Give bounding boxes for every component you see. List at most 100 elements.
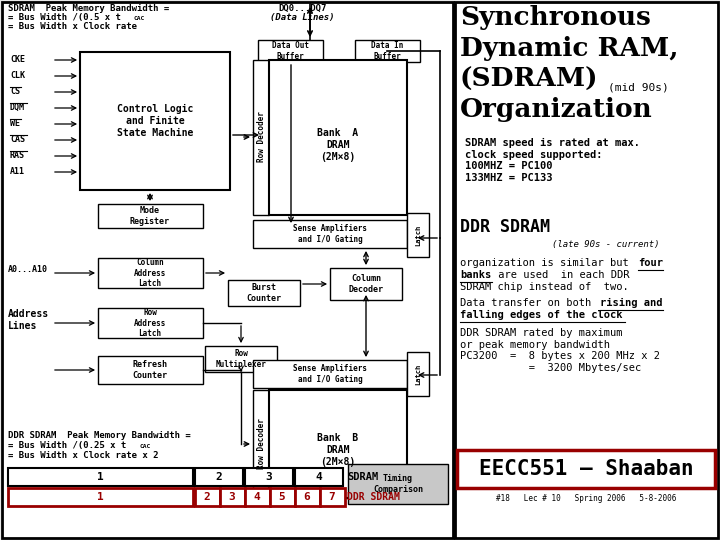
Bar: [269, 390, 407, 498]
Bar: [220, 488, 245, 506]
Text: 2: 2: [204, 492, 210, 502]
Text: CAC: CAC: [134, 16, 145, 21]
Text: 2: 2: [215, 472, 222, 482]
Text: Row Decoder: Row Decoder: [256, 112, 266, 163]
Text: 1: 1: [96, 472, 104, 482]
Text: = Bus Width x Clock rate: = Bus Width x Clock rate: [8, 22, 137, 31]
Bar: [455, 2, 718, 538]
Text: Data transfer on both: Data transfer on both: [460, 298, 598, 308]
Bar: [98, 308, 203, 338]
Text: DDR SDRAM rated by maximum
or peak memory bandwidth
PC3200  =  8 bytes x 200 MHz: DDR SDRAM rated by maximum or peak memor…: [460, 328, 660, 373]
Text: Column
Decoder: Column Decoder: [348, 274, 384, 294]
Text: Organization: Organization: [460, 97, 653, 122]
Bar: [457, 450, 715, 488]
Bar: [205, 346, 277, 372]
Bar: [2, 2, 453, 538]
Text: Latch: Latch: [415, 225, 421, 246]
Bar: [295, 488, 320, 506]
Text: SDRAM speed is rated at max.
clock speed supported:
100MHZ = PC100
133MHZ = PC13: SDRAM speed is rated at max. clock speed…: [465, 138, 640, 183]
Text: Column
Address
Latch: Column Address Latch: [134, 258, 166, 288]
Bar: [253, 220, 407, 248]
Text: Dynamic RAM,: Dynamic RAM,: [460, 36, 678, 61]
Text: 6: 6: [304, 492, 310, 502]
Bar: [270, 488, 295, 506]
Bar: [253, 60, 269, 215]
Bar: [295, 468, 343, 486]
Text: A11: A11: [10, 166, 25, 176]
Bar: [320, 488, 345, 506]
Bar: [228, 280, 300, 306]
Text: Mode
Register: Mode Register: [130, 206, 170, 226]
Text: CLK: CLK: [10, 71, 25, 79]
Bar: [253, 390, 269, 498]
Bar: [407, 352, 429, 396]
Bar: [8, 468, 193, 486]
Text: 1: 1: [96, 492, 104, 502]
Bar: [253, 360, 407, 388]
Text: Sense Amplifiers
and I/O Gating: Sense Amplifiers and I/O Gating: [293, 224, 367, 244]
Bar: [330, 268, 402, 300]
Bar: [245, 488, 270, 506]
Text: Timing
Comparison: Timing Comparison: [373, 474, 423, 494]
Bar: [98, 356, 203, 384]
Text: Row
Address
Latch: Row Address Latch: [134, 308, 166, 338]
Text: = Bus Width x Clock rate x 2: = Bus Width x Clock rate x 2: [8, 451, 158, 460]
Text: CAS: CAS: [10, 134, 25, 144]
Bar: [348, 464, 448, 504]
Text: (late 90s - current): (late 90s - current): [552, 240, 660, 249]
Bar: [258, 40, 323, 62]
Text: SDRAM: SDRAM: [347, 472, 378, 482]
Text: #18   Lec # 10   Spring 2006   5-8-2006: #18 Lec # 10 Spring 2006 5-8-2006: [496, 494, 676, 503]
Text: banks: banks: [460, 270, 491, 280]
Bar: [195, 488, 220, 506]
Text: 4: 4: [253, 492, 261, 502]
Text: are used  in each DDR: are used in each DDR: [492, 270, 629, 280]
Text: (mid 90s): (mid 90s): [608, 82, 669, 92]
Text: EECC551 – Shaaban: EECC551 – Shaaban: [479, 459, 693, 479]
Text: Address
Lines: Address Lines: [8, 309, 49, 331]
Text: (Data Lines): (Data Lines): [270, 13, 335, 22]
Bar: [195, 468, 243, 486]
Text: SDRAM chip instead of  two.: SDRAM chip instead of two.: [460, 282, 629, 292]
Text: SDRAM  Peak Memory Bandwidth =: SDRAM Peak Memory Bandwidth =: [8, 4, 169, 13]
Text: Data Out
Buffer: Data Out Buffer: [271, 41, 308, 60]
Text: Burst
Counter: Burst Counter: [246, 284, 282, 303]
Text: 3: 3: [229, 492, 235, 502]
Text: falling edges of the clock: falling edges of the clock: [460, 310, 623, 320]
Text: Refresh
Counter: Refresh Counter: [132, 360, 168, 380]
Text: Synchronous: Synchronous: [460, 5, 651, 30]
Bar: [98, 258, 203, 288]
Text: WE: WE: [10, 118, 20, 127]
Text: organization is similar but: organization is similar but: [460, 258, 635, 268]
Text: Bank  B
DRAM
(2M×8): Bank B DRAM (2M×8): [318, 434, 359, 467]
Text: rising and: rising and: [600, 298, 662, 308]
Bar: [407, 213, 429, 257]
Bar: [80, 52, 230, 190]
Text: DDR SDRAM: DDR SDRAM: [460, 218, 550, 236]
Text: CKE: CKE: [10, 55, 25, 64]
Text: 3: 3: [266, 472, 272, 482]
Text: four: four: [638, 258, 663, 268]
Text: Control Logic
and Finite
State Machine: Control Logic and Finite State Machine: [117, 104, 193, 138]
Text: 4: 4: [315, 472, 323, 482]
Text: Latch: Latch: [415, 363, 421, 384]
Text: Row Decoder: Row Decoder: [256, 418, 266, 469]
Bar: [269, 60, 407, 215]
Text: CAC: CAC: [140, 444, 151, 449]
Text: DQ0...DQ7: DQ0...DQ7: [278, 4, 326, 13]
Bar: [98, 204, 203, 228]
Text: 5: 5: [279, 492, 285, 502]
Text: RAS: RAS: [10, 151, 25, 159]
Text: 7: 7: [328, 492, 336, 502]
Text: Row
Multiplexer: Row Multiplexer: [215, 349, 266, 369]
Text: Bank  A
DRAM
(2M×8): Bank A DRAM (2M×8): [318, 129, 359, 161]
Text: DDR SDRAM: DDR SDRAM: [347, 492, 400, 502]
Text: = Bus Width /(0.25 x t: = Bus Width /(0.25 x t: [8, 441, 126, 450]
Text: A0...A10: A0...A10: [8, 266, 48, 274]
Text: Sense Amplifiers
and I/O Gating: Sense Amplifiers and I/O Gating: [293, 364, 367, 384]
Text: DDR SDRAM  Peak Memory Bandwidth =: DDR SDRAM Peak Memory Bandwidth =: [8, 431, 191, 440]
Text: CS: CS: [10, 86, 20, 96]
Bar: [8, 488, 193, 506]
Bar: [355, 40, 420, 62]
Text: = Bus Width /(0.5 x t: = Bus Width /(0.5 x t: [8, 13, 121, 22]
